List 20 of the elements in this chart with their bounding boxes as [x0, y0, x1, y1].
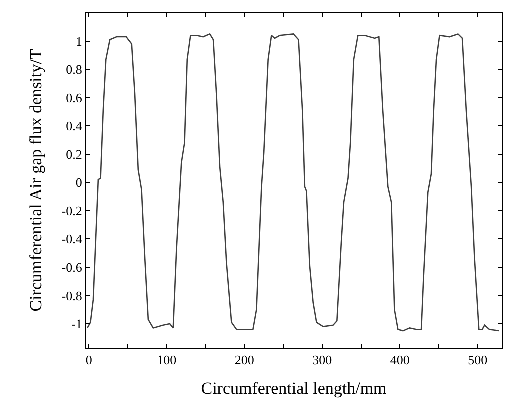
line-series	[86, 34, 500, 332]
y-tick-label: -0.2	[62, 203, 82, 218]
x-tick-label: 500	[468, 352, 488, 368]
y-tick-label: 0.4	[66, 118, 83, 134]
x-tick-label: 400	[390, 352, 410, 368]
y-tick-label: -0.6	[62, 260, 83, 275]
y-tick-label: 0.8	[66, 62, 82, 78]
y-tick-label: 1	[76, 34, 82, 49]
x-axis-title: Circumferential length/mm	[201, 379, 387, 398]
y-tick-label: -0.8	[62, 288, 82, 304]
y-tick-label: 0	[76, 175, 82, 190]
y-tick-label: 0.2	[66, 146, 82, 162]
x-tick-label: 100	[157, 352, 177, 368]
x-tick-label: 300	[312, 352, 332, 368]
y-tick-label: -0.4	[62, 232, 83, 247]
y-tick-label: 0.6	[66, 90, 83, 106]
x-tick-label: 200	[234, 352, 254, 368]
y-tick-label: -1	[72, 316, 82, 332]
y-axis-title: Circumferential Air gap flux density/T	[26, 48, 46, 312]
x-tick-label: 0	[86, 352, 92, 368]
